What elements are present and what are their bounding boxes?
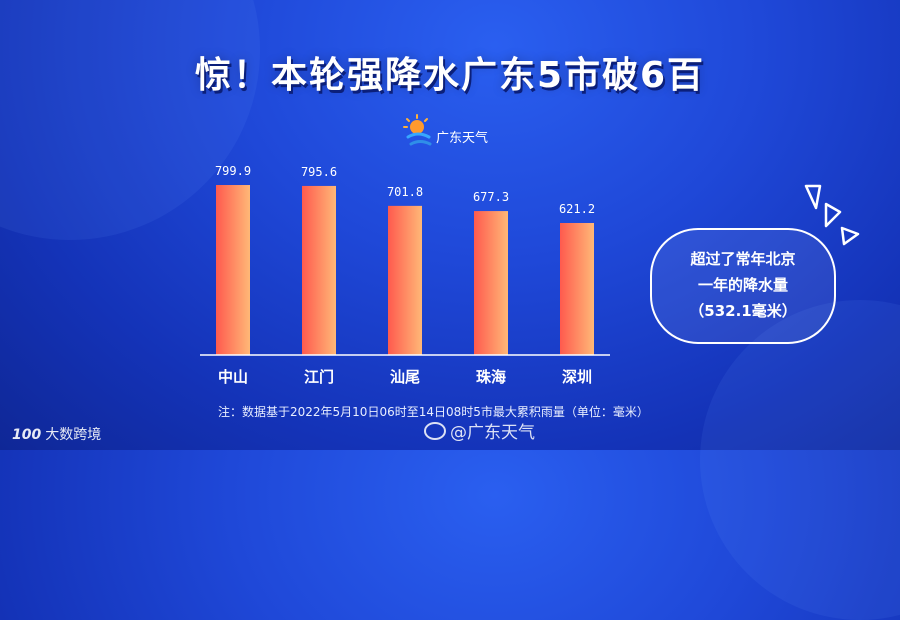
bar-汕尾 xyxy=(388,205,422,355)
watermark-left: 100 大数跨境 xyxy=(12,424,101,444)
bar-value-label: 677.3 xyxy=(473,190,509,204)
bar-value-label: 799.9 xyxy=(215,164,251,178)
page-title: 惊！本轮强降水广东5市破6百 xyxy=(194,55,706,96)
category-label: 珠海 xyxy=(476,368,506,386)
bar-深圳 xyxy=(560,222,594,355)
bar-江门 xyxy=(302,185,336,355)
category-label: 汕尾 xyxy=(390,368,420,386)
bar-chart: 799.9 中山 795.6 江门 701.8 汕尾 677.3 珠海 621.2 深圳 xyxy=(214,164,595,386)
watermark-left-text: 大数跨境 xyxy=(45,427,102,443)
category-label: 中山 xyxy=(218,368,248,386)
watermark-center-text: @广东天气 xyxy=(450,423,535,443)
callout-line-1: 超过了常年北京 xyxy=(690,250,796,268)
weibo-icon xyxy=(424,422,446,440)
bar-value-label: 701.8 xyxy=(387,185,423,199)
watermark-logo: 100 xyxy=(12,427,42,443)
source-logo-label: 广东天气 xyxy=(436,131,489,146)
category-label: 深圳 xyxy=(562,368,592,386)
bar-value-label: 795.6 xyxy=(301,165,337,179)
callout-burst-icon xyxy=(804,184,860,246)
bar-value-label: 621.2 xyxy=(559,202,595,216)
source-logo: 广东天气 xyxy=(402,113,488,153)
callout-line-3: （532.1毫米） xyxy=(689,302,797,320)
bar-中山 xyxy=(216,185,250,355)
chart-footnote: 注：数据基于2022年5月10日06时至14日08时5市最大累积雨量（单位：毫米… xyxy=(218,405,649,419)
weather-logo-icon xyxy=(403,114,432,146)
bar-珠海 xyxy=(474,211,508,355)
category-label: 江门 xyxy=(304,368,334,386)
callout-bubble xyxy=(650,228,836,344)
watermark-center: @广东天气 xyxy=(424,418,535,443)
callout-line-2: 一年的降水量 xyxy=(697,276,788,294)
